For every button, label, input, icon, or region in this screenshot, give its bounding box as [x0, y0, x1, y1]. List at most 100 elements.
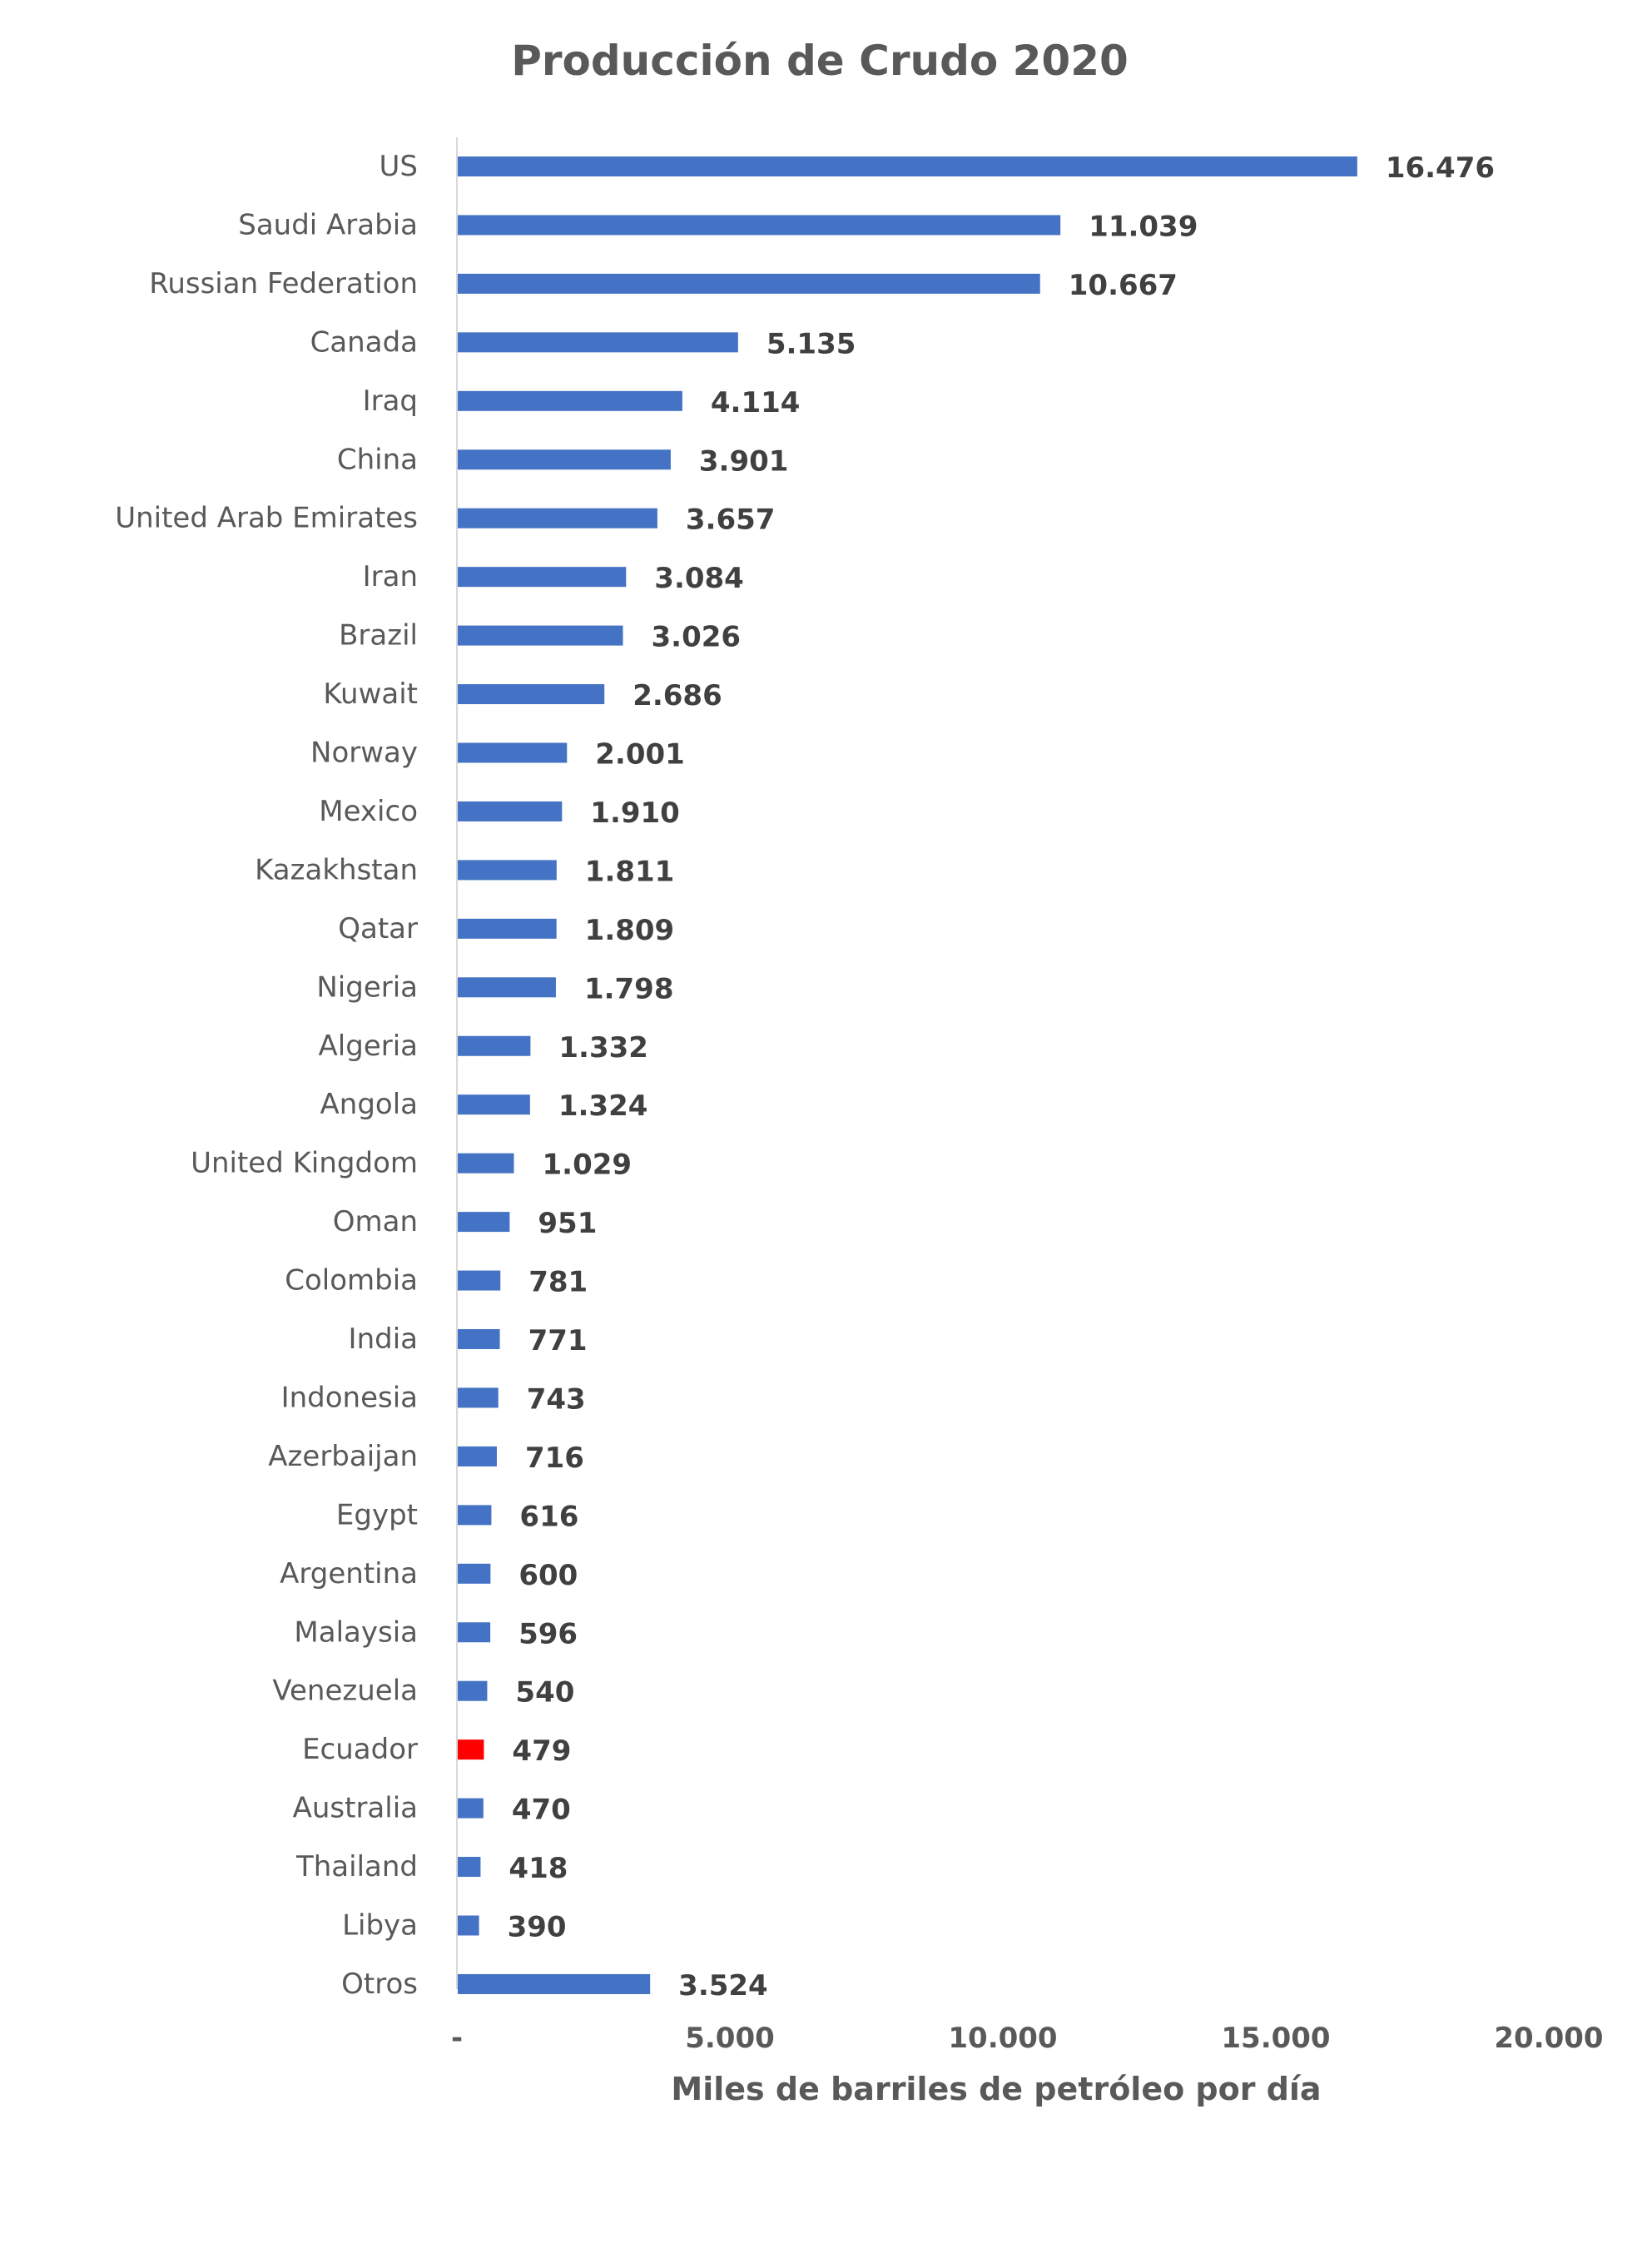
value-label-brazil: 3.026 — [652, 621, 742, 654]
value-label-egypt: 616 — [519, 1500, 578, 1533]
bar-angola — [458, 1094, 530, 1115]
category-label-otros: Otros — [341, 1968, 418, 2001]
category-label-oman: Oman — [333, 1205, 418, 1238]
x-tick-label: 10.000 — [948, 2022, 1057, 2055]
bar-egypt — [458, 1505, 492, 1526]
category-label-canada: Canada — [310, 325, 418, 359]
category-label-indonesia: Indonesia — [281, 1381, 418, 1414]
bar-malaysia — [458, 1622, 491, 1643]
chart-title: Producción de Crudo 2020 — [511, 37, 1129, 85]
value-label-indonesia: 743 — [527, 1382, 586, 1416]
category-label-saudi-arabia: Saudi Arabia — [238, 208, 418, 241]
category-label-united-arab-emirates: United Arab Emirates — [115, 502, 418, 535]
category-label-colombia: Colombia — [285, 1264, 418, 1298]
bar-nigeria — [458, 977, 556, 998]
bar-iraq — [458, 390, 682, 411]
category-label-nigeria: Nigeria — [316, 970, 418, 1004]
x-axis-title: Miles de barriles de petróleo por día — [671, 2071, 1321, 2107]
value-label-australia: 470 — [512, 1794, 571, 1827]
value-label-ecuador: 479 — [512, 1734, 571, 1768]
category-label-us: US — [380, 150, 418, 183]
bar-brazil — [458, 625, 623, 646]
category-label-libya: Libya — [342, 1909, 418, 1943]
value-label-us: 16.476 — [1386, 151, 1495, 185]
category-label-india: India — [349, 1323, 418, 1356]
bar-argentina — [458, 1563, 491, 1584]
category-label-mexico: Mexico — [319, 795, 418, 828]
category-label-kazakhstan: Kazakhstan — [255, 853, 418, 886]
category-label-australia: Australia — [293, 1792, 418, 1825]
category-label-united-kingdom: United Kingdom — [191, 1147, 418, 1180]
value-label-kuwait: 2.686 — [633, 679, 722, 712]
category-label-azerbaijan: Azerbaijan — [268, 1440, 418, 1473]
x-tick-label: - — [451, 2022, 463, 2055]
category-label-russian-federation: Russian Federation — [149, 267, 418, 300]
category-labels: US Saudi Arabia Russian Federation Canada Ir… — [115, 150, 418, 2001]
bar-kazakhstan — [458, 860, 557, 881]
bar-iran — [458, 567, 627, 588]
value-label-oman: 951 — [538, 1207, 597, 1240]
value-label-canada: 5.135 — [766, 327, 856, 360]
value-label-mexico: 1.910 — [590, 796, 680, 830]
bar-venezuela — [458, 1680, 488, 1701]
bar-saudi-arabia — [458, 215, 1061, 236]
value-label-otros: 3.524 — [678, 1969, 768, 2002]
bar-us — [458, 156, 1357, 176]
x-axis-ticks: - 5.000 10.000 15.000 20.000 — [451, 2022, 1604, 2055]
category-label-angola: Angola — [320, 1088, 418, 1121]
bar-united-arab-emirates — [458, 508, 657, 529]
value-label-iraq: 4.114 — [711, 386, 801, 419]
category-label-ecuador: Ecuador — [302, 1733, 418, 1766]
category-label-algeria: Algeria — [319, 1030, 418, 1063]
category-label-argentina: Argentina — [280, 1557, 418, 1590]
category-label-kuwait: Kuwait — [323, 677, 418, 711]
bar-canada — [458, 332, 738, 353]
category-label-iran: Iran — [363, 560, 418, 593]
x-tick-label: 15.000 — [1221, 2022, 1330, 2055]
category-label-iraq: Iraq — [363, 385, 418, 418]
category-label-norway: Norway — [310, 737, 418, 770]
bar-qatar — [458, 918, 557, 939]
bar-china — [458, 449, 671, 470]
value-label-russian-federation: 10.667 — [1069, 269, 1178, 302]
bar-colombia — [458, 1270, 501, 1291]
bar-kuwait — [458, 684, 605, 705]
value-label-malaysia: 596 — [518, 1617, 578, 1650]
value-label-kazakhstan: 1.811 — [585, 855, 675, 888]
value-label-india: 771 — [528, 1324, 588, 1357]
value-label-colombia: 781 — [528, 1266, 588, 1299]
bar-oman — [458, 1212, 510, 1233]
value-label-angola: 1.324 — [558, 1089, 648, 1123]
bar-algeria — [458, 1035, 531, 1056]
bar-azerbaijan — [458, 1446, 497, 1466]
category-label-thailand: Thailand — [295, 1850, 418, 1883]
category-label-egypt: Egypt — [336, 1498, 418, 1531]
value-label-libya: 390 — [508, 1911, 567, 1944]
value-label-norway: 2.001 — [595, 738, 685, 772]
x-tick-label: 20.000 — [1494, 2022, 1603, 2055]
bar-libya — [458, 1915, 479, 1936]
bar-russian-federation — [458, 273, 1040, 294]
value-label-saudi-arabia: 11.039 — [1089, 210, 1198, 243]
bars-group — [458, 156, 1357, 1994]
bar-norway — [458, 742, 568, 763]
value-label-venezuela: 540 — [515, 1676, 574, 1710]
value-label-qatar: 1.809 — [585, 914, 675, 947]
bar-otros — [458, 1973, 651, 1994]
category-label-venezuela: Venezuela — [272, 1675, 418, 1708]
value-label-united-arab-emirates: 3.657 — [686, 504, 776, 537]
bar-india — [458, 1329, 500, 1349]
bar-thailand — [458, 1857, 481, 1878]
category-label-china: China — [337, 443, 418, 476]
value-label-nigeria: 1.798 — [584, 972, 674, 1005]
value-label-azerbaijan: 716 — [525, 1442, 584, 1475]
category-label-malaysia: Malaysia — [294, 1615, 418, 1649]
value-labels: 16.476 11.039 10.667 5.135 4.114 3.901 3.657 3.… — [508, 151, 1495, 2002]
bar-indonesia — [458, 1387, 499, 1408]
value-label-china: 3.901 — [699, 444, 789, 478]
bar-united-kingdom — [458, 1153, 514, 1174]
bar-ecuador — [458, 1739, 484, 1760]
category-label-brazil: Brazil — [339, 619, 418, 653]
bar-mexico — [458, 801, 563, 821]
